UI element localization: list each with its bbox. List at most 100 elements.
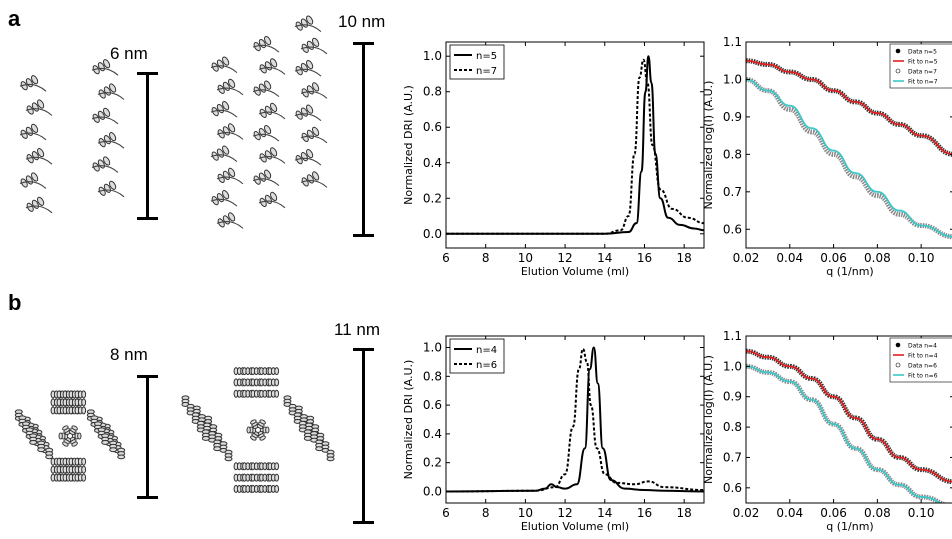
panel-label-b: b [8, 290, 22, 315]
series-line-n-5 [446, 55, 704, 235]
y-tick-label: 0.0 [423, 484, 442, 498]
x-tick-label: 12 [557, 506, 572, 520]
y-tick-label: 0.6 [423, 398, 442, 412]
x-axis-label: Elution Volume (ml) [521, 265, 629, 278]
legend-entry: Fit to n=7 [908, 79, 938, 86]
x-tick-label: 18 [677, 506, 692, 520]
y-tick-label: 0.4 [423, 156, 442, 170]
scale-label-8nm: 8 nm [110, 345, 148, 364]
legend-entry: n=7 [476, 66, 497, 77]
x-tick-label: 8 [482, 506, 490, 520]
x-tick-label: 0.04 [776, 251, 803, 265]
x-tick-label: 14 [597, 251, 612, 265]
sec-chart-a: 6 8 10 12 14 16 18 0.0 0.2 0.4 0.6 0.8 1.0 Elution Vo… [402, 41, 705, 278]
plot-frame [745, 335, 952, 504]
x-tick-label: 0.08 [864, 251, 891, 265]
scale-bar-6nm [137, 72, 158, 220]
y-tick-label: 0.9 [723, 390, 742, 404]
x-tick-label: 0.06 [820, 251, 847, 265]
legend-entry: n=5 [476, 51, 497, 62]
y-tick-label: 1.1 [723, 329, 742, 343]
legend: n=5n=7 [449, 44, 505, 80]
sec-chart-b: 6 8 10 12 14 16 18 0.0 0.2 0.4 0.6 0.8 1.0 Elution Vo… [402, 335, 705, 533]
y-tick-label: 0.4 [423, 427, 442, 441]
saxs-chart-b: 0.02 0.04 0.06 0.08 0.10 0.6 0.7 0.8 0.9 1.0 1.1 q … [702, 329, 952, 533]
protein-structure-n7 [210, 15, 328, 229]
y-tick-label: 1.0 [723, 72, 742, 86]
plot-frame [745, 41, 952, 249]
x-tick-label: 8 [482, 251, 490, 265]
legend: Data n=5 Fit to n=5 Data n=7 Fit to n=7 [889, 43, 952, 89]
scale-bar-8nm [137, 375, 158, 499]
legend-entry: Fit to n=6 [908, 373, 938, 380]
y-tick-label: 0.2 [423, 191, 442, 205]
x-tick-label: 16 [637, 251, 652, 265]
y-tick-label: 1.0 [423, 341, 442, 355]
y-tick-label: 0.9 [723, 110, 742, 124]
scale-label-6nm: 6 nm [110, 44, 148, 63]
y-tick-label: 0.8 [423, 369, 442, 383]
x-tick-label: 0.10 [908, 251, 935, 265]
series-line-fit-to-n-5 [746, 59, 952, 155]
scale-bar-10nm [353, 42, 374, 237]
y-tick-label: 0.8 [423, 85, 442, 99]
x-tick-label: 6 [442, 251, 450, 265]
x-tick-label: 0.02 [733, 251, 760, 265]
legend-entry: Fit to n=4 [908, 353, 938, 360]
plot-frame [445, 335, 705, 504]
series-line-fit-to-n-4 [746, 350, 952, 483]
y-tick-label: 0.0 [423, 227, 442, 241]
series-line-fit-to-n-6 [746, 365, 943, 503]
legend: Data n=4 Fit to n=4 Data n=6 Fit to n=6 [889, 337, 952, 383]
x-axis-label: q (1/nm) [826, 265, 873, 278]
x-tick-label: 0.02 [733, 506, 760, 520]
legend-entry: Data n=7 [908, 69, 937, 76]
y-tick-label: 1.0 [723, 359, 742, 373]
legend-entry: n=4 [476, 345, 497, 356]
y-axis-label: Normalized DRI (A.U.) [402, 85, 415, 205]
legend-entry: Data n=4 [908, 343, 937, 350]
series-line-data-n-7 [746, 76, 952, 240]
y-tick-label: 1.1 [723, 35, 742, 49]
x-tick-label: 18 [677, 251, 692, 265]
series-line-n-7 [446, 58, 704, 235]
x-tick-label: 0.10 [908, 506, 935, 520]
y-axis-label: Normalized log(I) (A.U.) [702, 81, 715, 210]
y-tick-label: 0.8 [723, 420, 742, 434]
x-tick-label: 0.06 [820, 506, 847, 520]
x-tick-label: 12 [557, 251, 572, 265]
legend-entry: Fit to n=5 [908, 59, 938, 66]
protein-structure-n6 [181, 367, 335, 493]
y-axis-label: Normalized DRI (A.U.) [402, 360, 415, 480]
scale-label-10nm: 10 nm [338, 12, 386, 31]
x-axis-label: Elution Volume (ml) [521, 520, 629, 533]
series-line-n-4 [446, 346, 704, 493]
y-tick-label: 0.2 [423, 456, 442, 470]
scale-bar-11nm [353, 348, 374, 524]
plot-frame [445, 41, 705, 249]
x-tick-label: 10 [518, 506, 533, 520]
y-tick-label: 0.6 [423, 120, 442, 134]
legend-entry: Data n=5 [908, 49, 937, 56]
x-tick-label: 10 [518, 251, 533, 265]
y-tick-label: 1.0 [423, 49, 442, 63]
y-axis-label: Normalized log(I) (A.U.) [702, 355, 715, 484]
legend: n=4n=6 [449, 338, 505, 374]
legend-entry: n=6 [476, 360, 497, 371]
y-tick-label: 0.7 [723, 185, 742, 199]
x-tick-label: 0.08 [864, 506, 891, 520]
y-tick-label: 0.8 [723, 147, 742, 161]
panel-label-a: a [8, 6, 21, 31]
scale-label-11nm: 11 nm [334, 320, 380, 339]
x-tick-label: 6 [442, 506, 450, 520]
series-line-fit-to-n-7 [746, 78, 952, 238]
x-tick-label: 16 [637, 506, 652, 520]
y-tick-label: 0.6 [723, 222, 742, 236]
y-tick-label: 0.7 [723, 450, 742, 464]
protein-structure-tetramer-n4 [14, 390, 126, 482]
x-axis-label: q (1/nm) [826, 520, 873, 533]
protein-structure-dimer-n5 [19, 59, 125, 214]
x-tick-label: 14 [597, 506, 612, 520]
legend-entry: Data n=6 [908, 363, 937, 370]
saxs-chart-a: 0.02 0.04 0.06 0.08 0.10 0.6 0.7 0.8 0.9 1.0 1.1 q … [702, 35, 952, 278]
